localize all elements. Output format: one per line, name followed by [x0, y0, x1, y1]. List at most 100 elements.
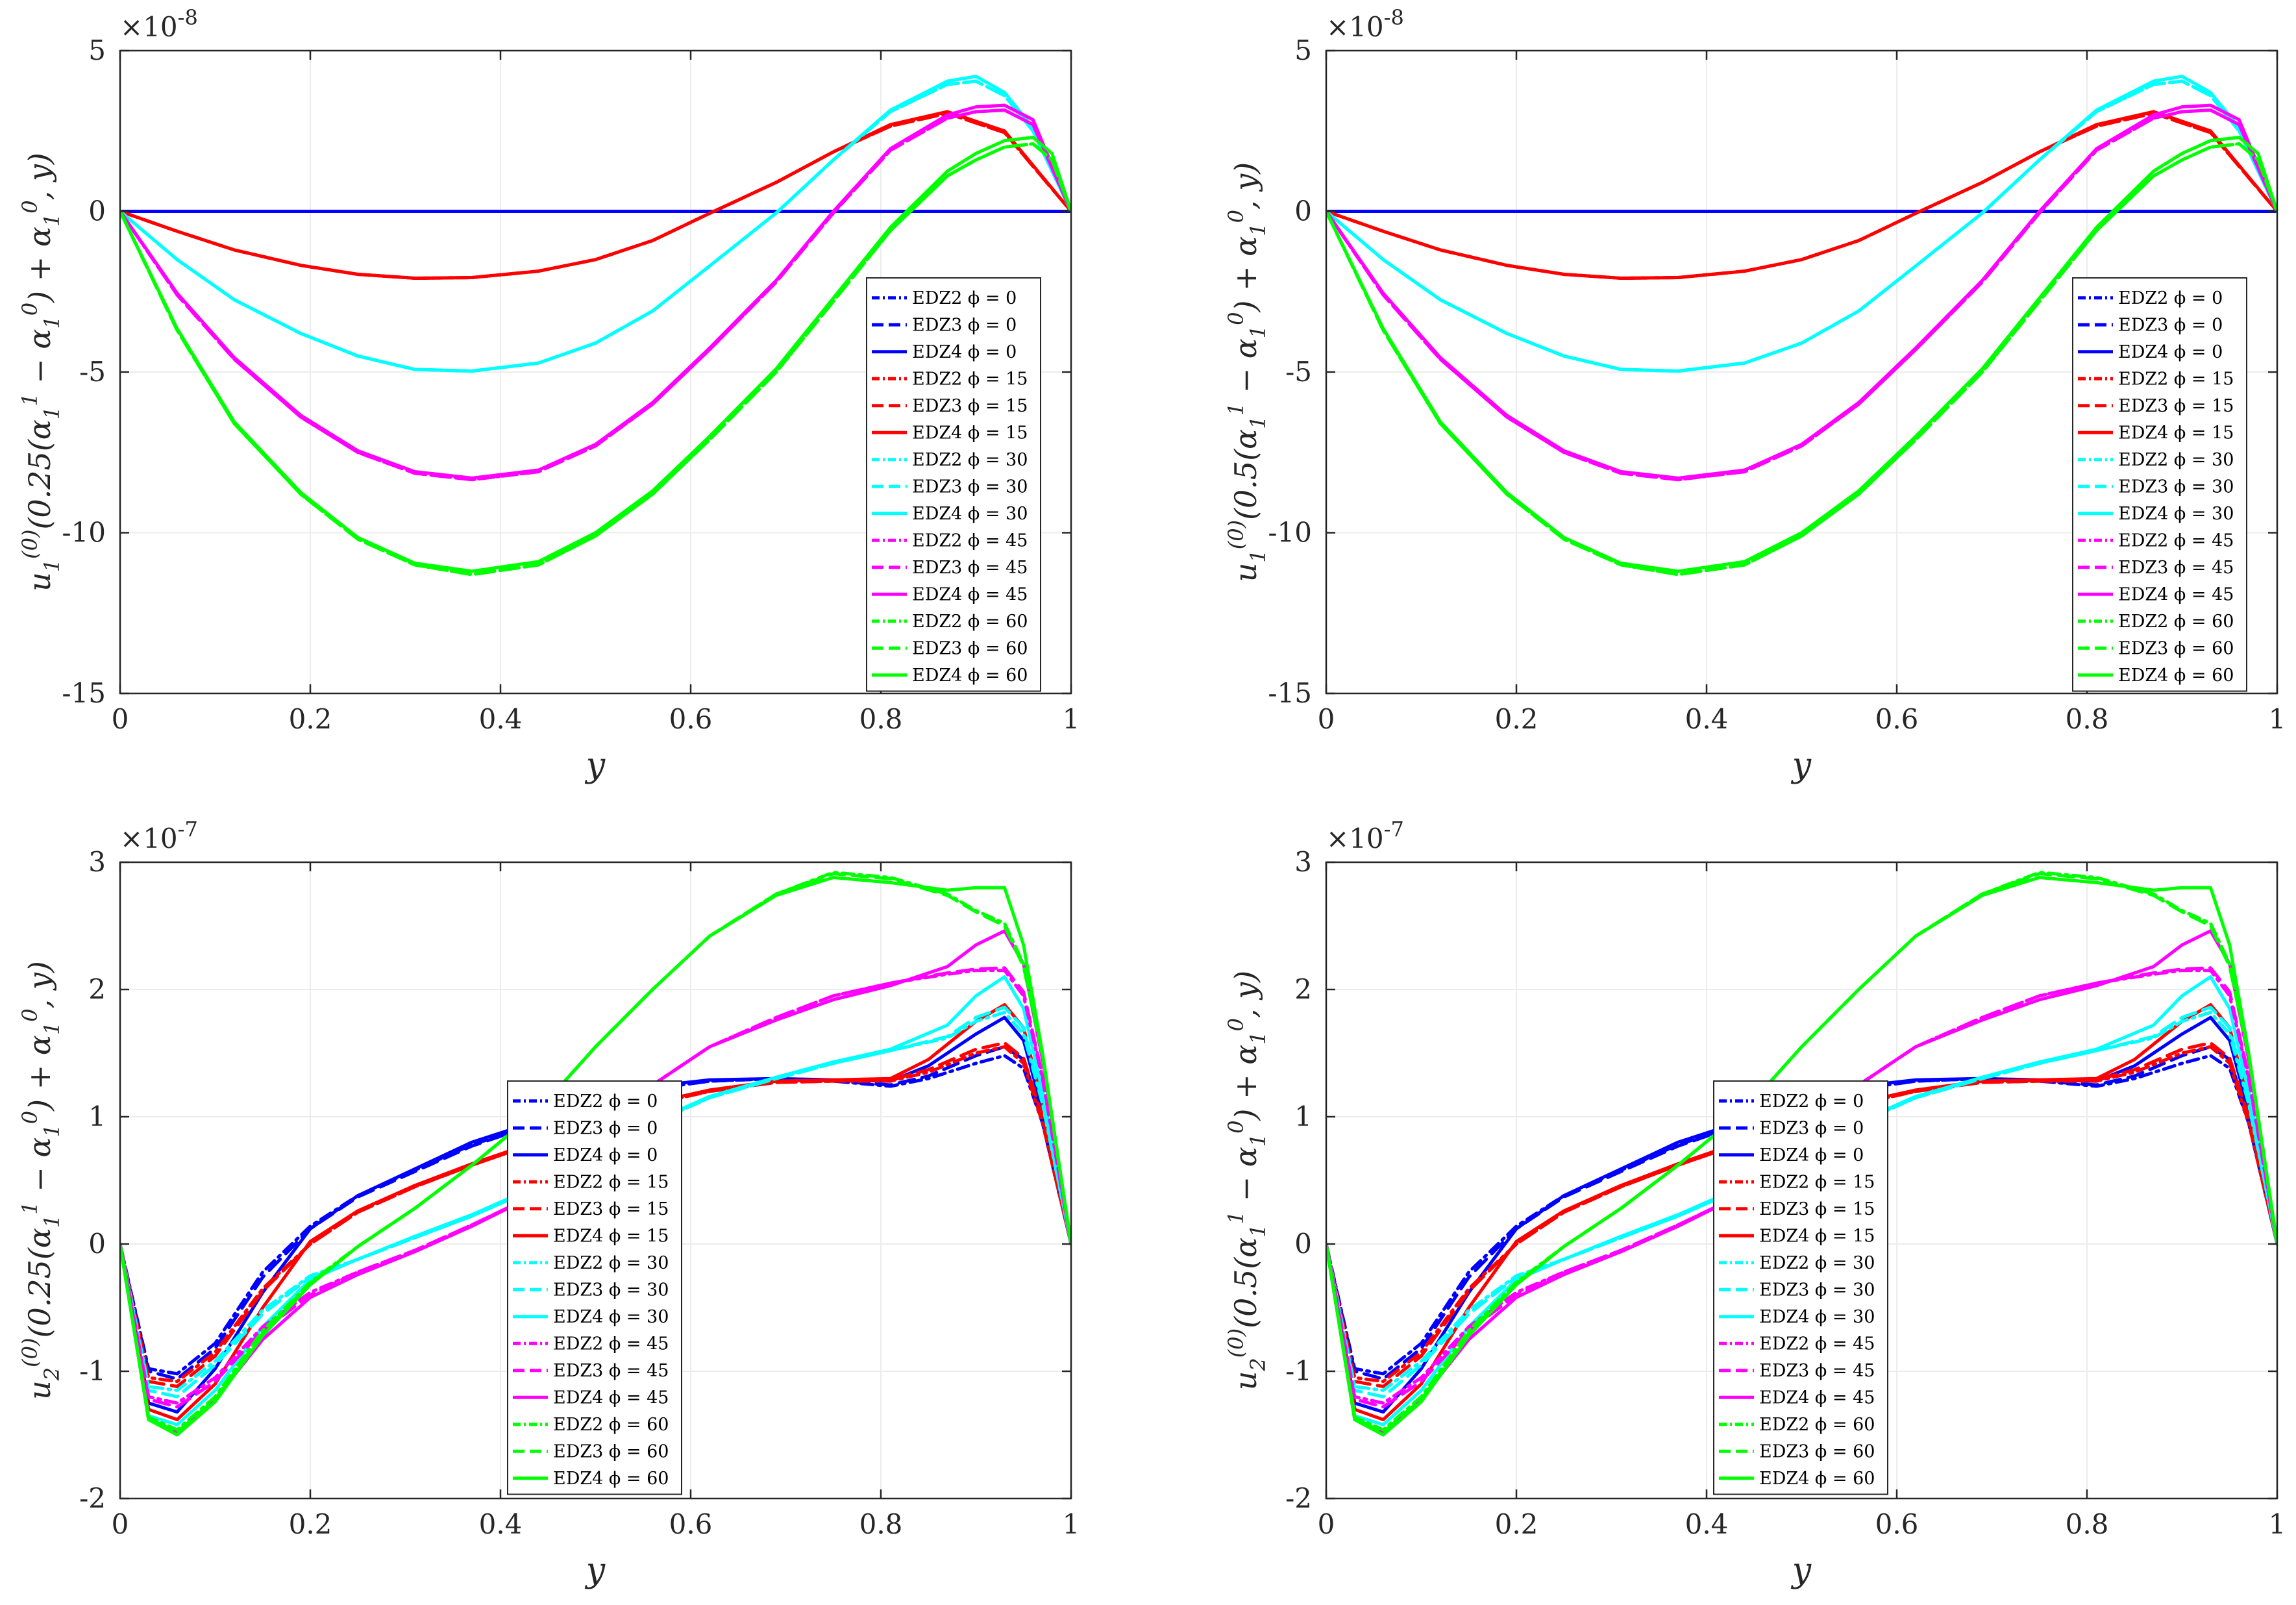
x-tick-label: 0 — [1318, 703, 1335, 735]
legend-label: EDZ4 ϕ = 45 — [912, 584, 1028, 604]
legend-label: EDZ2 ϕ = 15 — [1759, 1172, 1875, 1192]
legend-label: EDZ2 ϕ = 15 — [912, 369, 1028, 389]
x-axis-label: y — [1791, 1551, 1812, 1590]
y-tick-label: 1 — [88, 1101, 106, 1132]
x-tick-label: 0.2 — [1495, 1508, 1538, 1540]
legend-label: EDZ4 ϕ = 0 — [553, 1145, 658, 1165]
legend-label: EDZ3 ϕ = 60 — [553, 1441, 669, 1462]
axes-box — [119, 861, 1072, 1500]
legend-label: EDZ3 ϕ = 45 — [912, 558, 1028, 578]
x-tick-label: 0.2 — [1495, 703, 1538, 735]
legend-label: EDZ3 ϕ = 45 — [1759, 1361, 1875, 1381]
series-group — [1326, 75, 2277, 577]
series-line — [120, 136, 1071, 573]
legend-label: EDZ3 ϕ = 30 — [1759, 1280, 1875, 1300]
x-tick-label: 0 — [1318, 1508, 1335, 1540]
x-tick-label: 0.6 — [669, 1508, 713, 1540]
y-tick-label: 2 — [1294, 973, 1312, 1005]
legend-label: EDZ3 ϕ = 15 — [912, 396, 1028, 416]
y-tick-label: 5 — [1294, 34, 1312, 66]
legend-label: EDZ2 ϕ = 60 — [2118, 612, 2234, 632]
x-tick-label: 0.8 — [859, 703, 903, 735]
series-line — [120, 103, 1071, 480]
x-tick-label: 0.8 — [859, 1508, 903, 1540]
legend-label: EDZ4 ϕ = 45 — [1759, 1387, 1875, 1408]
legend-label: EDZ2 ϕ = 30 — [1759, 1253, 1875, 1273]
legend-label: EDZ2 ϕ = 0 — [1759, 1091, 1864, 1112]
y-tick-label: -5 — [1285, 356, 1312, 388]
y-tick-label: 3 — [88, 846, 106, 878]
legend-label: EDZ2 ϕ = 45 — [553, 1334, 669, 1354]
legend-label: EDZ2 ϕ = 30 — [553, 1253, 669, 1273]
legend-label: EDZ2 ϕ = 0 — [553, 1091, 658, 1112]
legend-label: EDZ2 ϕ = 15 — [553, 1172, 669, 1192]
y-tick-label: 3 — [1294, 846, 1312, 878]
x-tick-label: 0.4 — [479, 703, 523, 735]
legend-label: EDZ3 ϕ = 0 — [553, 1118, 658, 1138]
legend-label: EDZ4 ϕ = 60 — [912, 666, 1028, 686]
legend-label: EDZ2 ϕ = 60 — [1759, 1415, 1875, 1435]
x-tick-label: 0.6 — [1875, 1508, 1919, 1540]
legend-label: EDZ2 ϕ = 30 — [912, 450, 1028, 470]
legend-label: EDZ3 ϕ = 15 — [2118, 396, 2234, 416]
x-tick-label: 1 — [1063, 703, 1080, 735]
y-tick-label: -2 — [1285, 1482, 1312, 1514]
legend-label: EDZ3 ϕ = 30 — [553, 1280, 669, 1300]
legend: EDZ2 ϕ = 0 EDZ3 ϕ = 0 EDZ4 ϕ = 0 EDZ2 ϕ = 1… — [507, 1080, 682, 1495]
x-tick-label: 1 — [2269, 703, 2286, 735]
x-axis-label: y — [585, 1551, 606, 1590]
y-tick-label: -2 — [79, 1482, 106, 1514]
x-tick-label: 0.4 — [479, 1508, 523, 1540]
y-multiplier-label: ×10-8 — [1326, 5, 1404, 43]
legend-label: EDZ2 ϕ = 60 — [912, 612, 1028, 632]
legend-label: EDZ4 ϕ = 45 — [2118, 584, 2234, 604]
y-tick-label: 0 — [1294, 195, 1312, 227]
legend-label: EDZ4 ϕ = 30 — [2118, 504, 2234, 524]
legend: EDZ2 ϕ = 0 EDZ3 ϕ = 0 EDZ4 ϕ = 0 EDZ2 ϕ = 1… — [866, 277, 1041, 692]
legend-label: EDZ3 ϕ = 60 — [912, 638, 1028, 658]
y-axis-label: u1(0)(0.25(α11 − α10) + α10, y) — [18, 153, 64, 591]
legend-label: EDZ3 ϕ = 0 — [1759, 1118, 1864, 1138]
y-multiplier-label: ×10-7 — [120, 817, 198, 854]
x-tick-label: 0.2 — [289, 1508, 332, 1540]
legend-label: EDZ4 ϕ = 30 — [1759, 1307, 1875, 1327]
y-tick-label: 0 — [88, 195, 106, 227]
y-tick-label: -15 — [1268, 677, 1312, 709]
legend-label: EDZ3 ϕ = 15 — [553, 1199, 669, 1219]
legend-label: EDZ4 ϕ = 15 — [553, 1226, 669, 1246]
y-axis-label: u1(0)(0.5(α11 − α10) + α10, y) — [1224, 162, 1270, 582]
legend-label: EDZ4 ϕ = 0 — [912, 342, 1017, 362]
legend-label: EDZ4 ϕ = 15 — [1759, 1226, 1875, 1246]
y-multiplier-label: ×10-7 — [1326, 817, 1404, 854]
y-tick-label: -1 — [1285, 1355, 1312, 1387]
x-tick-label: 0.4 — [1685, 1508, 1729, 1540]
y-tick-label: 1 — [1294, 1101, 1312, 1132]
y-tick-label: 2 — [88, 973, 106, 1005]
legend-label: EDZ3 ϕ = 45 — [2118, 558, 2234, 578]
chart-panel-4: 0 0.2 0.4 0.6 0.8 1 3 2 1 0 -1 -2 y u2(0)(0.5(α11 − α… — [1224, 817, 2286, 1590]
y-tick-label: -5 — [79, 356, 106, 388]
legend-label: EDZ3 ϕ = 30 — [2118, 477, 2234, 497]
legend-label: EDZ4 ϕ = 45 — [553, 1387, 669, 1408]
legend-label: EDZ3 ϕ = 45 — [553, 1361, 669, 1381]
chart-panel-3: 0 0.2 0.4 0.6 0.8 1 3 2 1 0 -1 -2 y u2(0)(0.25(α11 − … — [18, 817, 1080, 1590]
y-axis-label: u2(0)(0.25(α11 − α10) + α10, y) — [18, 961, 64, 1400]
legend: EDZ2 ϕ = 0 EDZ3 ϕ = 0 EDZ4 ϕ = 0 EDZ2 ϕ = 1… — [2072, 277, 2247, 692]
series-line — [120, 75, 1071, 373]
legend-label: EDZ3 ϕ = 60 — [2118, 638, 2234, 658]
series-line — [1326, 75, 2277, 373]
chart-panel-2: 0 0.2 0.4 0.6 0.8 1 5 0 -5 -10 -15 y u1(0)(0.5(α11 −… — [1224, 5, 2286, 785]
y-tick-label: -15 — [62, 677, 106, 709]
y-multiplier-label: ×10-8 — [120, 5, 198, 43]
legend-label: EDZ2 ϕ = 15 — [2118, 369, 2234, 389]
legend-label: EDZ4 ϕ = 0 — [1759, 1145, 1864, 1165]
legend-label: EDZ2 ϕ = 60 — [553, 1415, 669, 1435]
legend: EDZ2 ϕ = 0 EDZ3 ϕ = 0 EDZ4 ϕ = 0 EDZ2 ϕ = 1… — [1713, 1080, 1888, 1495]
x-tick-label: 0.8 — [2066, 703, 2109, 735]
y-axis-label: u2(0)(0.5(α11 − α10) + α10, y) — [1224, 971, 1270, 1390]
series-line — [1326, 110, 2277, 280]
legend-label: EDZ3 ϕ = 0 — [2118, 315, 2223, 335]
legend-label: EDZ4 ϕ = 60 — [1759, 1469, 1875, 1489]
x-tick-label: 0.6 — [669, 703, 713, 735]
